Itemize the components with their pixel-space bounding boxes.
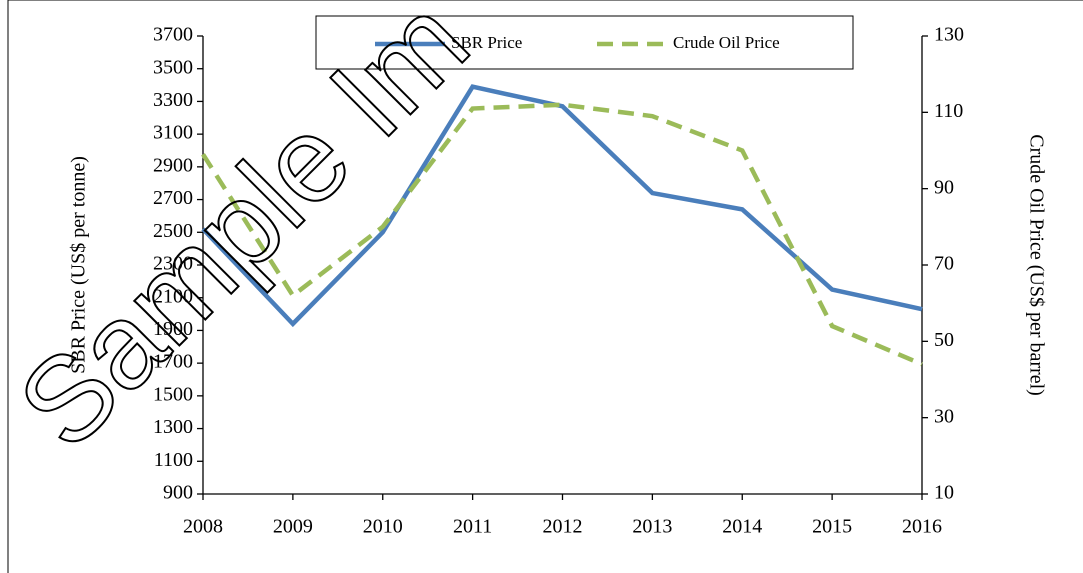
y-tick-label: 2300 <box>153 253 193 275</box>
y2-tick-label: 110 <box>934 100 963 122</box>
y-tick-label: 1700 <box>153 351 193 373</box>
y-tick-label: 2100 <box>153 285 193 307</box>
x-tick-label: 2008 <box>183 516 223 538</box>
y2-tick-label: 70 <box>934 253 954 275</box>
x-tick-label: 2016 <box>902 516 942 538</box>
y-axis-label: SBR Price (US$ per tonne) <box>68 156 90 374</box>
legend-label: Crude Oil Price <box>673 33 780 52</box>
x-tick-label: 2010 <box>363 516 403 538</box>
y-tick-label: 3100 <box>153 122 193 144</box>
y2-tick-label: 10 <box>934 482 954 504</box>
x-tick-label: 2013 <box>632 516 672 538</box>
y-tick-label: 1500 <box>153 383 193 405</box>
x-tick-label: 2012 <box>543 516 583 538</box>
x-tick-label: 2009 <box>273 516 313 538</box>
x-tick-label: 2011 <box>453 516 492 538</box>
y-tick-label: 900 <box>163 482 193 504</box>
y-tick-label: 2900 <box>153 154 193 176</box>
chart-border <box>7 0 1083 573</box>
y-tick-label: 3300 <box>153 89 193 111</box>
y-tick-label: 3500 <box>153 56 193 78</box>
y-tick-label: 2700 <box>153 187 193 209</box>
x-tick-label: 2015 <box>812 516 852 538</box>
y-tick-label: 1900 <box>153 318 193 340</box>
line-series <box>201 102 923 367</box>
y-tick-label: 3700 <box>153 24 193 46</box>
y-tick-label: 2500 <box>153 220 193 242</box>
y2-tick-label: 130 <box>934 24 964 46</box>
y2-tick-label: 50 <box>934 329 954 351</box>
y-tick-label: 1300 <box>153 416 193 438</box>
legend-label: SBR Price <box>451 33 522 52</box>
y-tick-label: 1100 <box>154 449 193 471</box>
x-tick-label: 2014 <box>722 516 762 538</box>
y2-tick-label: 90 <box>934 176 954 198</box>
y2-tick-label: 30 <box>934 405 954 427</box>
y2-axis-label: Crude Oil Price (US$ per barrel) <box>1025 134 1047 396</box>
